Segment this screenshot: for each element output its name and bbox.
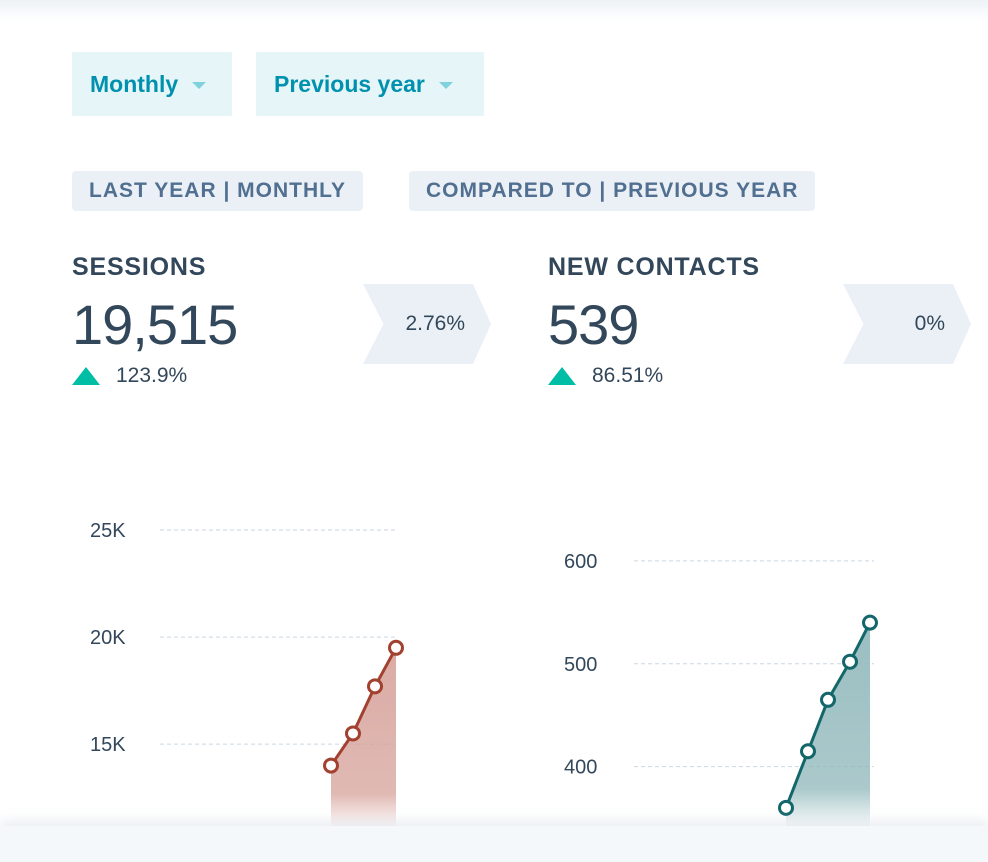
contacts-change: 86.51% — [548, 364, 663, 388]
comparison-label: Previous year — [274, 70, 425, 97]
contacts-data-point — [800, 743, 816, 760]
sessions-line — [329, 647, 398, 767]
contacts-conversion-rate: 0% — [843, 284, 971, 364]
contacts-data-point — [862, 614, 878, 631]
sessions-data-point — [345, 725, 361, 742]
sessions-chart: 15K 20K 25K — [90, 520, 404, 826]
sessions-data-point — [323, 757, 339, 774]
sessions-data-point — [388, 639, 404, 656]
contacts-tick-label: 500 — [564, 654, 597, 676]
date-range-tag: LAST YEAR | MONTHLY — [72, 171, 364, 211]
sessions-label: SESSIONS — [72, 253, 207, 281]
caret-down-icon — [438, 81, 453, 89]
sessions-value: 19,515 — [72, 293, 238, 356]
sessions-tick-label: 20K — [90, 627, 126, 649]
sessions-change-value: 123.9% — [116, 364, 188, 387]
contacts-rate-value: 0% — [914, 312, 945, 335]
trend-up-icon — [548, 367, 576, 385]
comparison-tag: COMPARED TO | PREVIOUS YEAR — [409, 171, 816, 211]
sessions-rate-value: 2.76% — [405, 312, 465, 335]
header-shadow — [0, 0, 988, 22]
sessions-conversion-rate: 2.76% — [363, 284, 491, 364]
contacts-tick-label: 600 — [564, 551, 597, 573]
contacts-label: NEW CONTACTS — [548, 253, 760, 281]
sessions-data-point — [367, 678, 383, 695]
contacts-value: 539 — [548, 293, 639, 356]
contacts-change-value: 86.51% — [592, 364, 664, 387]
footer-bar — [0, 826, 988, 862]
comparison-dropdown[interactable]: Previous year — [256, 52, 484, 116]
contacts-data-point — [842, 653, 858, 670]
contacts-chart: 400 500 600 — [564, 551, 878, 826]
frequency-dropdown[interactable]: Monthly — [72, 52, 232, 116]
sessions-tick-label: 25K — [90, 520, 126, 542]
trend-up-icon — [72, 367, 100, 385]
frequency-label: Monthly — [90, 70, 179, 97]
caret-down-icon — [192, 81, 207, 89]
contacts-tick-label: 400 — [564, 757, 597, 779]
sessions-change: 123.9% — [72, 364, 187, 388]
contacts-data-point — [820, 691, 836, 708]
sessions-area — [331, 647, 396, 826]
sessions-tick-label: 15K — [90, 734, 126, 756]
contacts-area — [786, 622, 870, 826]
contacts-data-point — [778, 799, 794, 816]
